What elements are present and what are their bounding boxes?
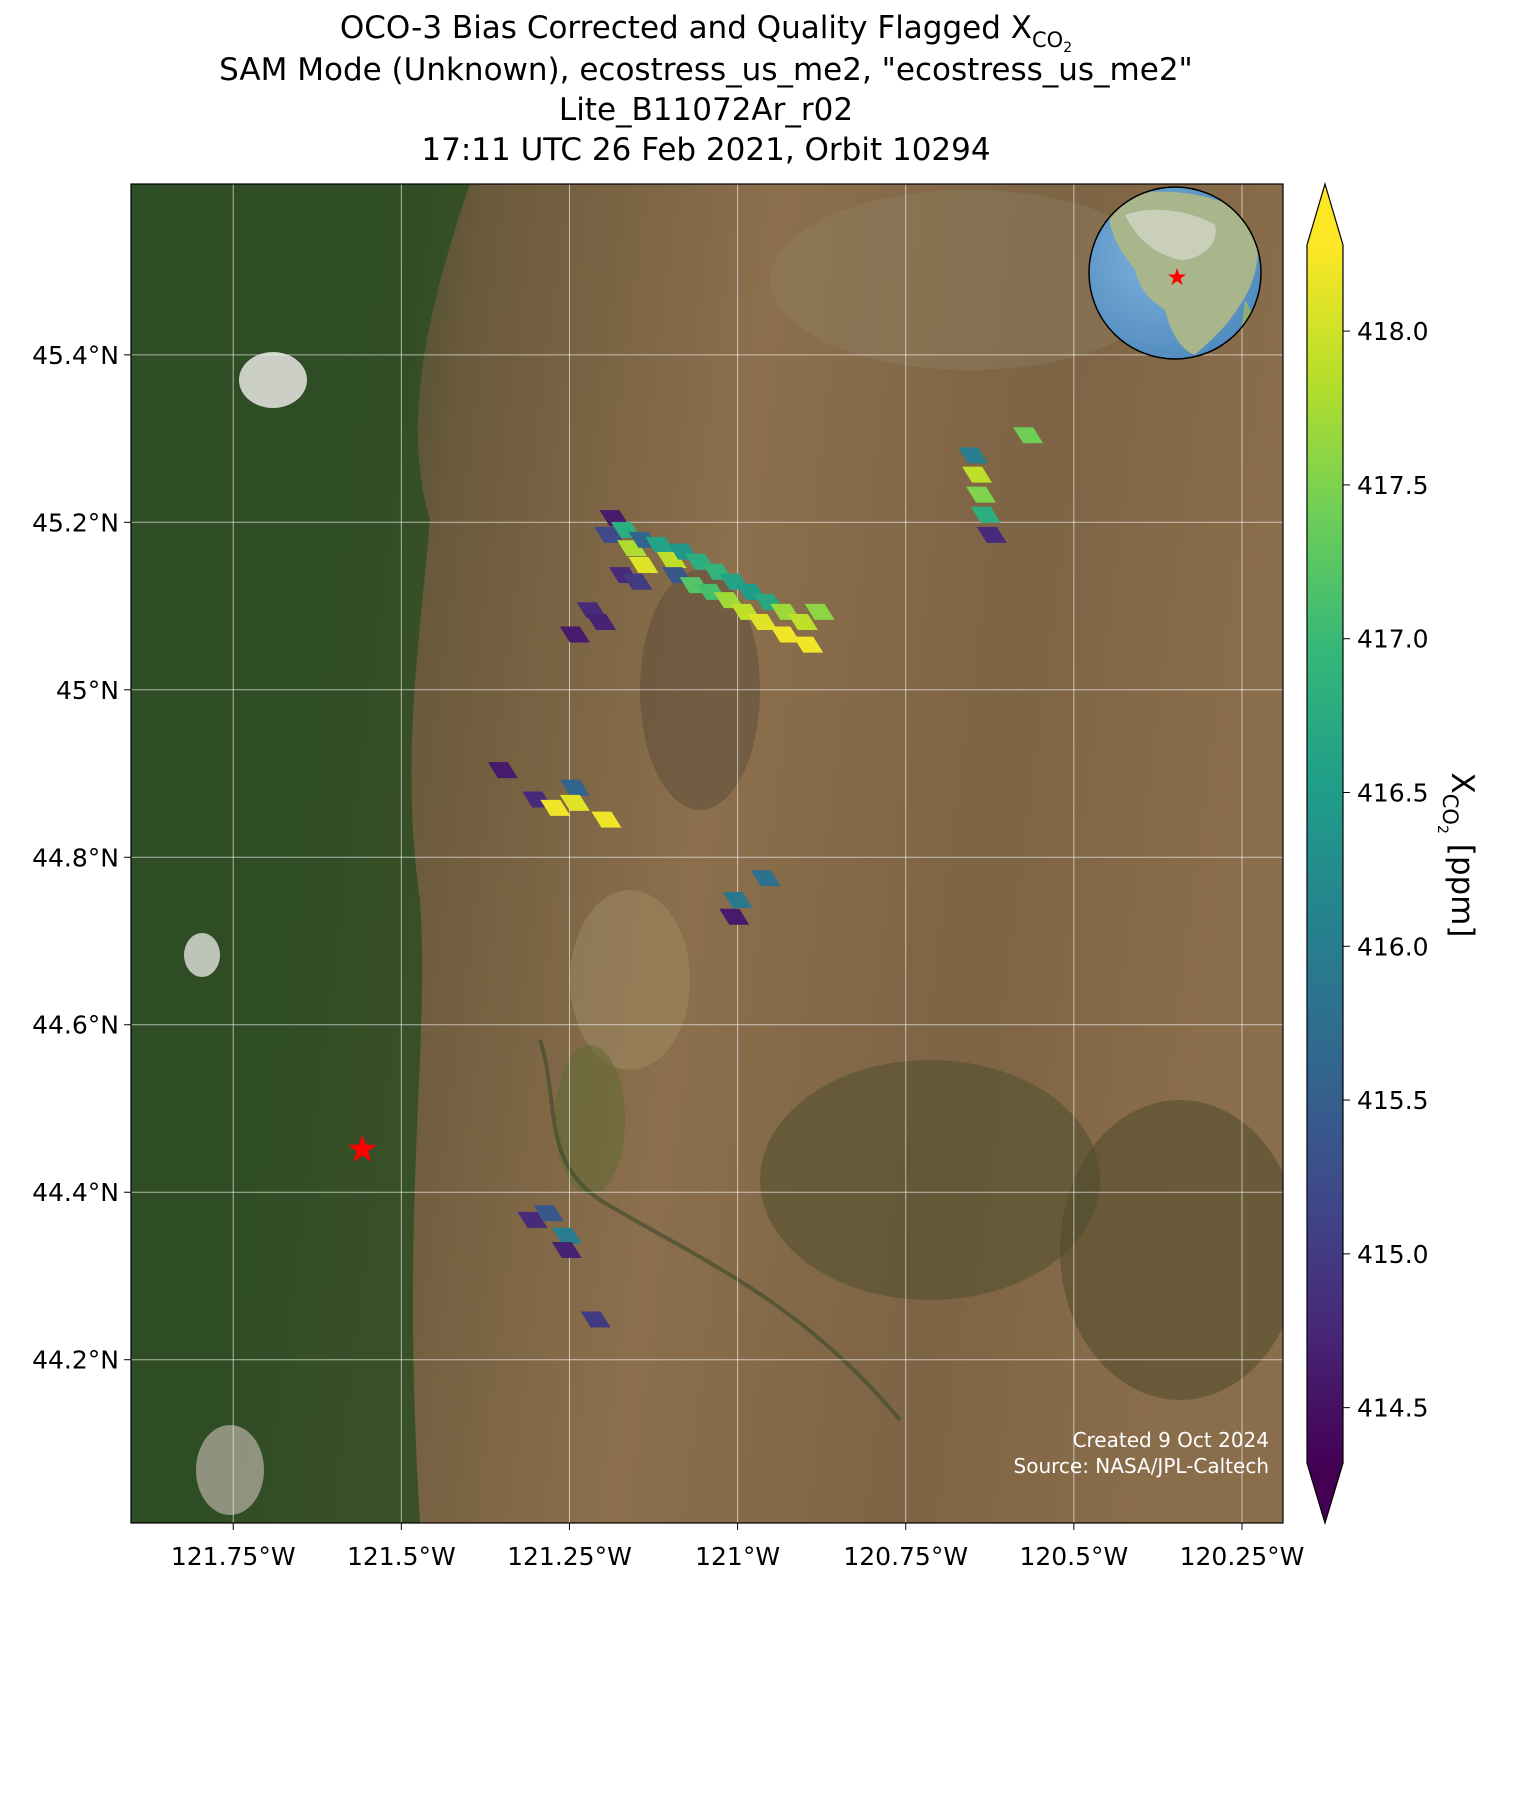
sounding <box>559 794 590 811</box>
sounding <box>957 447 988 464</box>
sounding <box>970 506 1001 523</box>
colorbar-tick-label: 418.0 <box>1357 317 1429 346</box>
colorbar-tick-label: 414.5 <box>1357 1394 1429 1423</box>
sounding <box>966 486 997 503</box>
sounding <box>793 636 824 653</box>
sounding <box>622 573 653 590</box>
sounding <box>1013 427 1044 444</box>
colorbar-tick-label: 415.0 <box>1357 1240 1429 1269</box>
sounding <box>551 1242 582 1259</box>
colorbar-tick-label: 416.5 <box>1357 778 1429 807</box>
sounding <box>645 536 676 553</box>
soundings <box>487 427 1044 1328</box>
sounding <box>747 613 778 630</box>
colorbar-extend <box>1307 184 1343 245</box>
globe-inset <box>1088 186 1262 360</box>
colorbar-tick-label: 417.5 <box>1357 471 1429 500</box>
sounding <box>487 762 518 779</box>
y-tick-label: 44.4°N <box>32 1178 119 1207</box>
colorbar-tick-label: 416.0 <box>1357 932 1429 961</box>
y-tick-label: 45°N <box>56 676 119 705</box>
footer-text: Source: NASA/JPL-Caltech <box>1014 1454 1269 1478</box>
colorbar-outline <box>1306 181 1344 1526</box>
colorbar-tick-label: 417.0 <box>1357 625 1429 654</box>
sounding <box>628 557 659 574</box>
sounding <box>540 799 571 816</box>
y-tick-label: 44.6°N <box>32 1011 119 1040</box>
y-tick-label: 44.2°N <box>32 1346 119 1375</box>
x-tick-label: 120.5°W <box>1019 1542 1128 1571</box>
x-tick-label: 121°W <box>695 1542 780 1571</box>
sounding <box>559 626 590 643</box>
chart-subtitle: Lite_B11072Ar_r02 <box>559 92 853 128</box>
colorbar-body <box>1307 245 1343 1463</box>
map-frame <box>130 183 1284 1524</box>
footer-text: Created 9 Oct 2024 <box>1073 1428 1269 1452</box>
sounding <box>591 811 622 828</box>
sounding <box>770 626 801 643</box>
y-tick-label: 45.2°N <box>32 508 119 537</box>
chart-subtitle: 17:11 UTC 26 Feb 2021, Orbit 10294 <box>421 132 990 168</box>
sounding <box>750 870 781 887</box>
sounding <box>719 908 750 925</box>
colorbar-label: XCO2 [ppm] <box>1434 773 1480 938</box>
x-tick-label: 121.75°W <box>171 1542 296 1571</box>
sounding <box>962 466 993 483</box>
sounding <box>787 613 818 630</box>
colorbar-tick-label: 415.5 <box>1357 1086 1429 1115</box>
basemap <box>131 184 1283 1523</box>
sounding <box>559 779 590 796</box>
x-tick-label: 121.5°W <box>347 1542 456 1571</box>
colorbar: 414.5 415.0 415.5 416.0 416.5 417.0 417.5 418.0 <box>1306 181 1429 1526</box>
x-tick-label: 121.25°W <box>507 1542 632 1571</box>
sounding <box>580 1311 611 1328</box>
sounding <box>586 613 617 630</box>
chart-subtitle: SAM Mode (Unknown), ecostress_us_me2, "e… <box>219 52 1193 88</box>
x-tick-label: 120.75°W <box>843 1542 968 1571</box>
site-marker <box>348 1134 377 1162</box>
sounding <box>976 526 1007 543</box>
x-tick-label: 120.25°W <box>1180 1542 1305 1571</box>
chart-title: OCO-3 Bias Corrected and Quality Flagged… <box>340 10 1072 56</box>
sounding <box>551 1227 582 1244</box>
sounding <box>804 603 835 620</box>
colorbar-extend <box>1307 1463 1343 1523</box>
sounding <box>533 1205 564 1222</box>
sounding <box>722 891 753 908</box>
y-tick-label: 45.4°N <box>32 341 119 370</box>
grid <box>131 184 1283 1523</box>
sounding <box>517 1211 548 1228</box>
y-tick-label: 44.8°N <box>32 843 119 872</box>
